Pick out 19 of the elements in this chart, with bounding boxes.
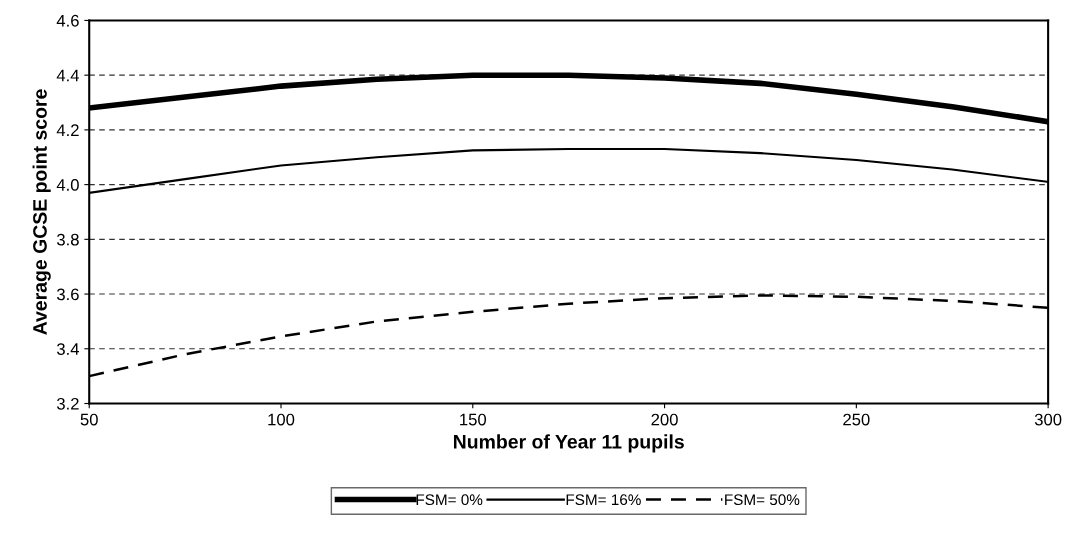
x-tick-label: 150 bbox=[460, 413, 487, 426]
x-tick-label: 100 bbox=[268, 413, 295, 426]
x-tick-label: 300 bbox=[1034, 413, 1062, 426]
x-tick-label: 250 bbox=[843, 413, 870, 426]
y-tick-label: 4.6 bbox=[56, 14, 79, 27]
y-tick-label: 4.4 bbox=[56, 69, 80, 82]
y-tick-label: 3.2 bbox=[56, 397, 79, 410]
y-tick-label: 3.6 bbox=[56, 288, 79, 301]
legend-label: FSM= 0% bbox=[416, 494, 483, 506]
x-axis-title: Number of Year 11 pupils bbox=[453, 434, 684, 453]
x-tick-label: 200 bbox=[651, 413, 678, 426]
legend-label: FSM= 16% bbox=[566, 494, 641, 506]
legend-label: FSM= 50% bbox=[725, 494, 800, 506]
x-tick-label: 50 bbox=[80, 413, 98, 426]
y-tick-label: 4.2 bbox=[56, 124, 79, 136]
y-axis-title: Average GCSE point score bbox=[32, 89, 51, 335]
y-tick-label: 3.4 bbox=[56, 343, 80, 355]
y-tick-label: 4.0 bbox=[56, 179, 79, 191]
y-tick-label: 3.8 bbox=[56, 233, 79, 246]
